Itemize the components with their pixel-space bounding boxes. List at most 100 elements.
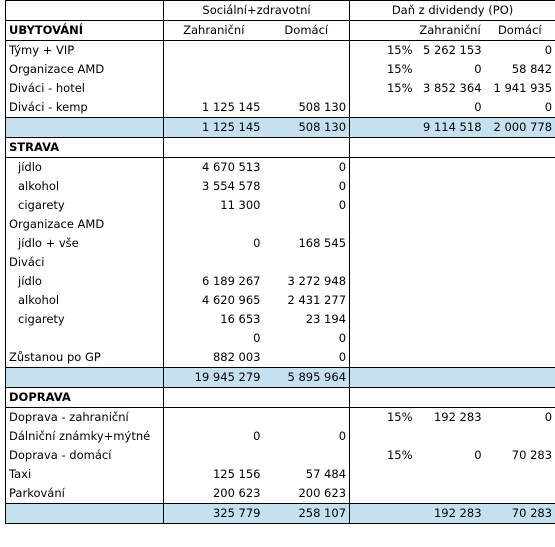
cell-domaci[interactable]: 2 431 277: [287, 293, 347, 307]
row-label[interactable]: Taxi: [5, 465, 164, 484]
cell-div-domaci[interactable]: 0: [484, 407, 555, 427]
cell[interactable]: [349, 310, 416, 329]
row-label[interactable]: jídlo: [5, 272, 164, 291]
row-label[interactable]: Parkování: [5, 484, 164, 504]
cell-domaci[interactable]: [264, 215, 350, 234]
cell[interactable]: [349, 387, 416, 408]
cell-zahranicni[interactable]: 125 156: [163, 465, 264, 484]
cell-div-domaci[interactable]: [484, 484, 555, 504]
row-label[interactable]: Diváci: [5, 253, 164, 272]
cell[interactable]: [484, 157, 555, 177]
cell[interactable]: [163, 387, 264, 408]
cell[interactable]: [349, 137, 416, 158]
cell-domaci[interactable]: 0: [338, 179, 347, 193]
cell-zahranicni[interactable]: 1 125 145: [163, 98, 264, 118]
row-label[interactable]: Diváci - kemp: [5, 98, 164, 118]
cell[interactable]: [416, 253, 485, 272]
cell-domaci[interactable]: 23 194: [305, 312, 347, 326]
cell-zahranicni[interactable]: [163, 79, 264, 98]
cell-zahranicni[interactable]: 200 623: [163, 484, 264, 504]
row-label[interactable]: Diváci - hotel: [5, 79, 164, 98]
cell-zahranicni[interactable]: 0: [163, 329, 264, 348]
col-header-domaci[interactable]: Domácí: [484, 20, 555, 41]
cell-percent[interactable]: 15%: [349, 40, 416, 60]
cell[interactable]: [416, 310, 485, 329]
cell[interactable]: [415, 367, 485, 388]
cell-percent[interactable]: 15%: [349, 79, 416, 98]
cell-domaci[interactable]: 0: [338, 429, 347, 443]
cell[interactable]: [416, 196, 485, 215]
cell-zahranicni[interactable]: 882 003: [163, 348, 264, 368]
cell[interactable]: [163, 137, 264, 158]
cell[interactable]: [349, 234, 416, 253]
group-header-social[interactable]: Sociální+zdravotní: [162, 0, 350, 21]
cell-percent[interactable]: [349, 98, 416, 118]
cell-domaci[interactable]: 0: [338, 331, 347, 345]
cell-domaci[interactable]: [264, 41, 350, 61]
cell-zahranicni[interactable]: 11 300: [163, 196, 264, 215]
cell-div-zahranicni[interactable]: 0: [474, 62, 482, 76]
cell[interactable]: [484, 234, 555, 253]
cell[interactable]: [349, 291, 416, 310]
cell[interactable]: [349, 503, 416, 524]
total-domaci[interactable]: 258 107: [263, 503, 350, 524]
cell-percent[interactable]: 15%: [349, 446, 416, 465]
total-label-cell[interactable]: [5, 117, 164, 138]
row-label[interactable]: alkohol: [5, 177, 164, 196]
cell-div-zahranicni[interactable]: [416, 427, 485, 446]
cell-div-zahranicni[interactable]: 192 283: [433, 410, 482, 424]
cell[interactable]: [415, 137, 485, 158]
cell-div-zahranicni[interactable]: [416, 465, 485, 484]
cell-percent[interactable]: [349, 427, 416, 446]
cell-zahranicni[interactable]: 0: [163, 234, 264, 253]
cell-zahranicni[interactable]: [163, 253, 264, 272]
total-div-zahranicni[interactable]: 192 283: [415, 503, 485, 524]
cell[interactable]: [349, 348, 416, 368]
cell[interactable]: [263, 137, 350, 158]
cell-domaci[interactable]: 3 272 948: [287, 274, 347, 288]
cell-domaci[interactable]: [264, 408, 350, 428]
total-domaci[interactable]: 508 130: [263, 117, 350, 138]
cell[interactable]: [349, 367, 416, 388]
cell[interactable]: [484, 177, 555, 196]
col-header-zahranicni[interactable]: Zahraniční: [163, 20, 264, 41]
cell-domaci[interactable]: 508 130: [298, 100, 347, 114]
cell-domaci[interactable]: [264, 446, 350, 465]
cell-zahranicni[interactable]: 0: [163, 427, 264, 446]
cell-div-zahranicni[interactable]: 5 262 153: [422, 43, 482, 57]
total-domaci[interactable]: 5 895 964: [263, 367, 350, 388]
cell[interactable]: [484, 272, 555, 291]
cell-zahranicni[interactable]: 3 554 578: [163, 177, 264, 196]
cell[interactable]: [416, 291, 485, 310]
row-label[interactable]: cigarety: [5, 310, 164, 329]
cell[interactable]: [416, 329, 485, 348]
cell-div-domaci[interactable]: [484, 427, 555, 446]
cell-domaci[interactable]: 57 484: [305, 467, 347, 481]
cell-div-zahranicni[interactable]: 0: [474, 448, 482, 462]
cell-div-domaci[interactable]: [484, 465, 555, 484]
cell[interactable]: [349, 329, 416, 348]
group-header-dividend[interactable]: Daň z dividendy (PO): [349, 0, 555, 21]
header-empty-cell[interactable]: [5, 0, 164, 21]
row-label[interactable]: [5, 329, 164, 348]
row-label[interactable]: Organizace AMD: [5, 215, 164, 234]
cell-domaci[interactable]: [264, 253, 350, 272]
cell[interactable]: [349, 117, 416, 138]
cell-domaci[interactable]: 0: [338, 160, 347, 174]
cell-zahranicni[interactable]: [163, 446, 264, 465]
cell-zahranicni[interactable]: [163, 60, 264, 79]
cell-div-zahranicni[interactable]: 3 852 364: [422, 81, 482, 95]
col-header-zahranicni[interactable]: Zahraniční: [415, 20, 485, 41]
col-header-domaci[interactable]: Domácí: [263, 20, 350, 41]
cell-div-domaci[interactable]: 58 842: [484, 60, 555, 79]
cell[interactable]: [263, 387, 350, 408]
cell[interactable]: [416, 348, 485, 368]
cell-percent[interactable]: 15%: [349, 60, 416, 79]
row-label[interactable]: Týmy + VIP: [5, 40, 164, 60]
cell-zahranicni[interactable]: [163, 407, 264, 427]
section-title-doprava[interactable]: DOPRAVA: [5, 387, 164, 408]
row-label[interactable]: alkohol: [5, 291, 164, 310]
cell[interactable]: [484, 291, 555, 310]
cell-div-domaci[interactable]: 0: [484, 40, 555, 60]
total-zahranicni[interactable]: 1 125 145: [163, 117, 264, 138]
